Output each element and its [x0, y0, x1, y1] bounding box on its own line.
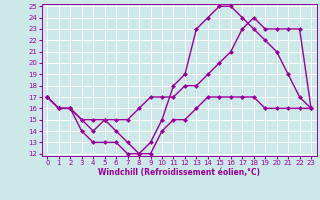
X-axis label: Windchill (Refroidissement éolien,°C): Windchill (Refroidissement éolien,°C): [98, 168, 260, 177]
